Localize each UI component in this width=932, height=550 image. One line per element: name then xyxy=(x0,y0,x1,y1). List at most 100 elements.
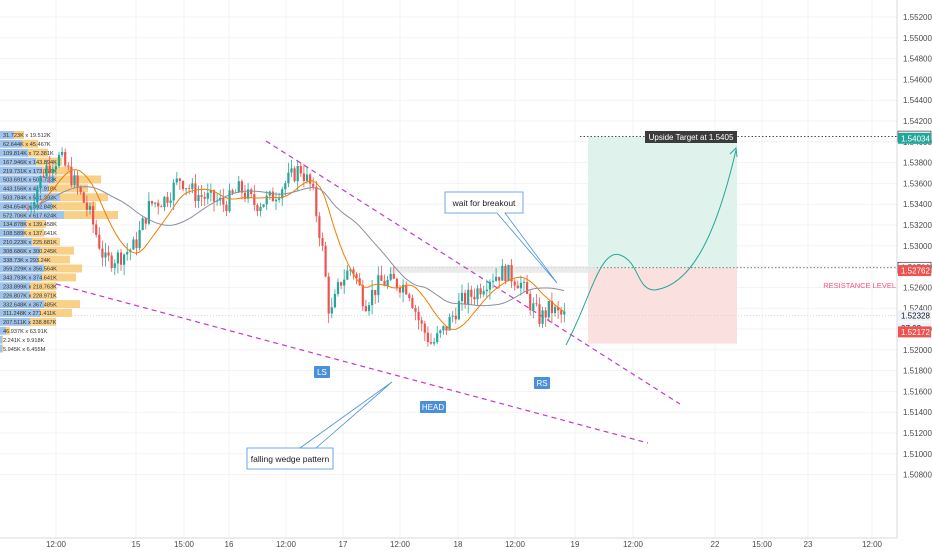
breakout-callout xyxy=(444,191,558,284)
breakout-callout-text: wait for breakout xyxy=(452,198,516,208)
volume-bar-buy xyxy=(0,202,52,211)
volume-bar-sell xyxy=(40,246,74,255)
projection-curve xyxy=(565,149,737,346)
candle-body xyxy=(265,195,268,205)
time-axis[interactable]: 12:00 15 15:00 16 12:00 17 12:00 18 12:00 19 12:00… xyxy=(0,537,897,549)
volume-bar-sell xyxy=(42,273,76,282)
candle-body xyxy=(200,195,203,197)
volume-row-label: 308.686K x 300.245K xyxy=(3,249,57,255)
price-tick-label: 1.55000 xyxy=(903,34,932,43)
candle-body xyxy=(163,196,166,208)
candle-body xyxy=(445,326,448,331)
candle-body xyxy=(389,273,392,280)
price-tick-label: 1.54200 xyxy=(903,117,932,126)
volume-bar-buy xyxy=(0,300,44,308)
candle-body xyxy=(312,183,315,187)
candle-body xyxy=(516,285,519,289)
volume-row-label: 503.784K x 541.393K xyxy=(3,196,57,202)
volume-bar-buy xyxy=(0,131,14,139)
volume-bar-sell xyxy=(44,264,82,273)
price-tick-label: 1.53400 xyxy=(903,200,932,209)
price-tick-label: 1.53600 xyxy=(903,179,932,188)
candle-body xyxy=(532,303,535,311)
candle-body xyxy=(88,206,92,210)
candle-body xyxy=(429,342,433,344)
price-tick-label: 1.53000 xyxy=(903,242,932,251)
candle-body xyxy=(417,311,420,321)
price-tick-label: 1.51400 xyxy=(903,408,932,417)
volume-bar-buy xyxy=(0,148,28,157)
pattern-badge xyxy=(534,377,550,389)
time-tick-label: 18 xyxy=(454,540,463,549)
candle-body xyxy=(290,168,293,173)
volume-bar-sell xyxy=(6,326,10,335)
candle-body xyxy=(433,342,436,344)
time-tick-label: 15:00 xyxy=(752,540,773,549)
volume-bar-sell xyxy=(64,211,118,219)
candle-body xyxy=(225,204,228,212)
volume-row-label: 167.946K x 143.894K xyxy=(3,160,57,166)
price-tick-label: 1.53800 xyxy=(903,159,932,168)
candle-body xyxy=(228,190,231,212)
candle-body xyxy=(411,298,414,308)
volume-bar-sell xyxy=(48,184,88,193)
volume-bar-sell xyxy=(14,131,24,139)
candle-body xyxy=(336,282,340,294)
candle-body xyxy=(237,181,240,193)
candle-body xyxy=(482,291,485,295)
price-tick-label: 1.51600 xyxy=(903,387,932,396)
candle-body xyxy=(467,289,470,305)
volume-bar-buy xyxy=(0,264,44,273)
price-axis[interactable]: 1.55200 1.55000 1.54800 1.54600 1.54400 1.542… xyxy=(896,0,932,538)
candle-body xyxy=(479,288,482,295)
volume-row-label: 311.248K x 271.411K xyxy=(3,311,56,317)
candle-body xyxy=(361,285,364,307)
candle-body xyxy=(82,192,85,203)
candle-body xyxy=(488,281,491,290)
candle-body xyxy=(309,174,312,184)
candle-body xyxy=(405,284,408,295)
volume-row-label: 31.723K x 19.512K xyxy=(3,133,51,139)
candle-body xyxy=(557,306,560,311)
volume-row-label: 5.945K x 6.455M xyxy=(3,347,46,353)
volume-row-label: 219.731K x 173.176K xyxy=(3,169,57,175)
time-tick-label: 12:00 xyxy=(862,540,883,549)
volume-bar-buy xyxy=(0,211,64,219)
candle-body xyxy=(243,192,247,199)
candle-body xyxy=(464,292,467,305)
candle-body xyxy=(119,252,123,265)
time-tick-label: 23 xyxy=(804,540,813,549)
candle-body xyxy=(454,315,457,320)
candle-body xyxy=(392,273,395,279)
volume-row-label: 443.156K x 417.918K xyxy=(3,187,57,193)
candle-body xyxy=(259,206,262,212)
volume-bar-buy xyxy=(0,175,55,184)
candle-body xyxy=(383,280,386,286)
target-label-text: Upside Target at 1.5405 xyxy=(649,133,734,142)
candle-body xyxy=(355,274,358,279)
candle-body xyxy=(57,154,61,167)
candle-body xyxy=(324,245,327,277)
candle-body xyxy=(504,265,507,282)
time-tick-label: 19 xyxy=(571,540,580,549)
candle-body xyxy=(305,174,309,181)
candle-body xyxy=(197,195,200,202)
candle-body xyxy=(274,199,278,202)
volume-row-label: 503.691K x 503.723K xyxy=(3,178,57,184)
volume-bar-sell xyxy=(22,139,38,148)
price-tick-label: 1.51000 xyxy=(903,450,932,459)
price-label-text: 1.52762 xyxy=(901,267,930,276)
volume-bar-buy xyxy=(0,228,24,237)
candle-body xyxy=(442,326,445,331)
volume-row-label: 233.899K x 218.763K xyxy=(3,285,57,291)
candle-body xyxy=(144,218,147,224)
volume-bar-sell xyxy=(42,166,72,175)
candle-body xyxy=(95,224,98,235)
volume-bar-buy xyxy=(0,309,40,317)
projection-arrowhead xyxy=(729,146,738,158)
price-label-text: 1.52172 xyxy=(901,328,930,337)
candle-body xyxy=(42,176,45,177)
candle-body xyxy=(398,287,402,293)
